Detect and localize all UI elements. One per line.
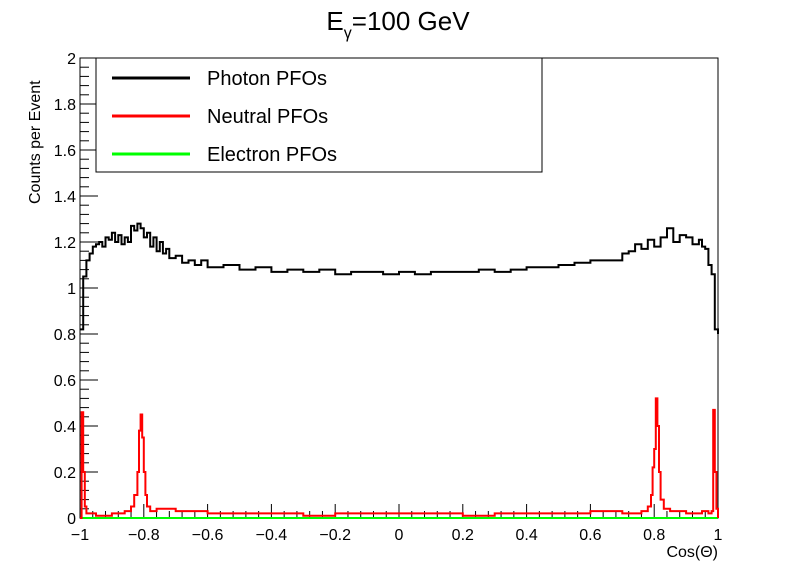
y-tick-label: 0.8 <box>54 327 76 344</box>
y-tick-label: 1 <box>67 281 76 298</box>
title-base: E <box>326 6 343 36</box>
x-tick-label: 0 <box>395 527 404 544</box>
y-tick-label: 0 <box>67 511 76 528</box>
y-axis-title: Counts per Event <box>27 80 44 204</box>
y-tick-label: 0.2 <box>54 465 76 482</box>
y-tick-label: 1.6 <box>54 143 76 160</box>
series-layer <box>80 222 719 519</box>
y-tick-label: 0.4 <box>54 419 76 436</box>
legend-label-photon: Photon PFOs <box>207 68 327 90</box>
y-tick-label: 2 <box>67 51 76 68</box>
x-tick-label: −0.2 <box>319 527 351 544</box>
legend-label-neutral: Neutral PFOs <box>207 106 328 128</box>
y-tick-labels: 0 0.2 0.4 0.6 0.8 1 1.2 1.4 1.6 1.8 2 <box>54 51 76 528</box>
x-tick-label: 0.2 <box>452 527 474 544</box>
x-tick-label: 0.6 <box>579 527 601 544</box>
title-rest: =100 GeV <box>352 6 470 36</box>
x-tick-label: −0.4 <box>256 527 288 544</box>
x-axis-title: Cos(Θ) <box>666 544 718 561</box>
x-tick-label: 0.8 <box>643 527 665 544</box>
chart-title: Eγ=100 GeV <box>326 6 470 42</box>
x-tick-label: −1 <box>71 527 89 544</box>
series-photon-pfos <box>80 222 719 334</box>
legend-label-electron: Electron PFOs <box>207 144 337 166</box>
x-tick-label: 1 <box>714 527 723 544</box>
y-tick-label: 0.6 <box>54 373 76 390</box>
x-tick-labels: −1 −0.8 −0.6 −0.4 −0.2 0 0.2 0.4 0.6 0.8 1 <box>71 527 723 544</box>
y-tick-label: 1.2 <box>54 235 76 252</box>
series-neutral-pfos <box>80 397 719 519</box>
axis-ticks <box>79 57 719 519</box>
x-tick-label: −0.8 <box>128 527 160 544</box>
y-tick-label: 1.8 <box>54 97 76 114</box>
x-tick-label: −0.6 <box>192 527 224 544</box>
x-tick-label: 0.4 <box>515 527 537 544</box>
y-tick-label: 1.4 <box>54 189 76 206</box>
legend: Photon PFOs Neutral PFOs Electron PFOs <box>95 57 543 173</box>
title-subscript: γ <box>344 25 352 42</box>
